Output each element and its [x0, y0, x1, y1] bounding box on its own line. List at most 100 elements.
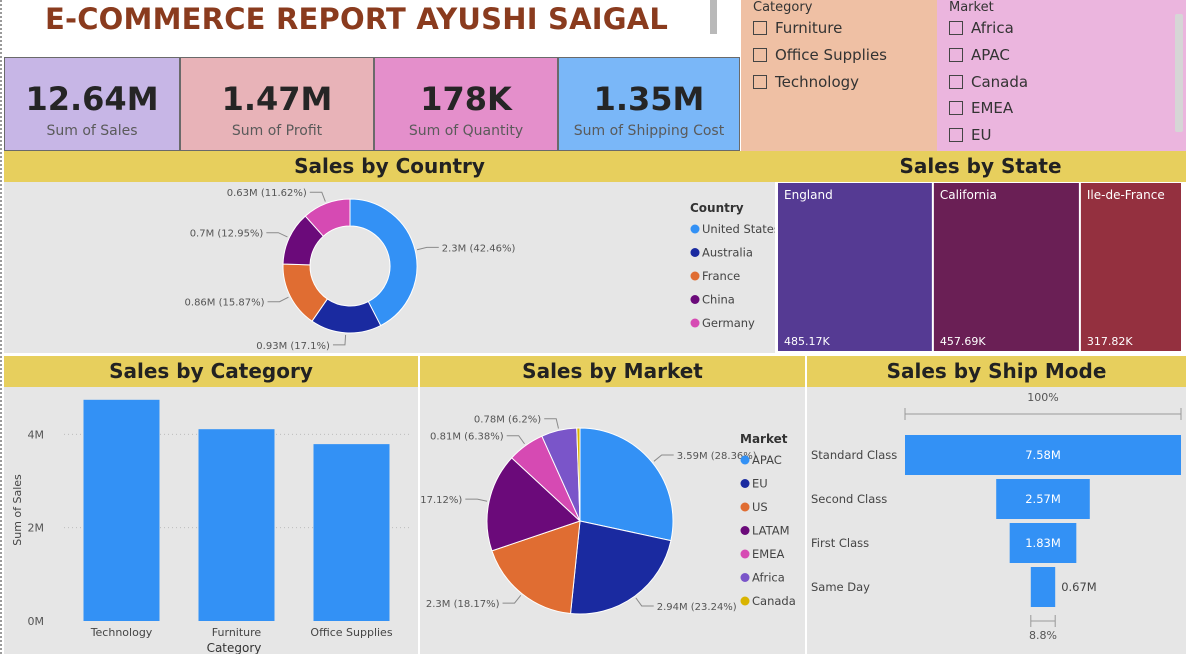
kpi-card-quantity: 178K Sum of Quantity: [374, 57, 558, 151]
panel-title: Sales by Category: [4, 356, 418, 387]
category-slicer: Category Furniture Office Supplies Techn…: [741, 0, 937, 151]
slice-united-states[interactable]: [349, 198, 418, 327]
checkbox[interactable]: [949, 101, 963, 115]
data-label: 0.78M (6.2%): [474, 415, 541, 426]
funnel-value-label: 7.58M: [1025, 448, 1061, 462]
category-option-furniture[interactable]: Furniture: [753, 18, 842, 38]
legend-item[interactable]: Germany: [702, 316, 755, 330]
legend-item[interactable]: China: [702, 293, 735, 307]
data-label: 0.81M (6.38%): [430, 432, 504, 443]
option-label: EMEA: [971, 99, 1014, 117]
checkbox[interactable]: [753, 48, 767, 62]
slice-canada[interactable]: [576, 427, 581, 522]
legend-swatch: [690, 224, 700, 234]
funnel-category-label: Standard Class: [811, 448, 897, 462]
slice-latam[interactable]: [486, 457, 581, 552]
kpi-card-shipping-cost: 1.35M Sum of Shipping Cost: [558, 57, 740, 151]
sales-by-country-panel: Sales by Country 2.3M (42.46%) 0.93M (17.…: [4, 151, 775, 353]
legend-item[interactable]: EMEA: [752, 547, 784, 561]
checkbox[interactable]: [949, 128, 963, 142]
bar-furniture[interactable]: [198, 429, 275, 621]
legend-swatch: [740, 549, 750, 559]
market-slicer-scrollbar[interactable]: [1175, 14, 1183, 132]
tile-value: 317.82K: [1087, 335, 1133, 348]
kpi-label: Sum of Shipping Cost: [573, 123, 725, 139]
checkbox[interactable]: [949, 48, 963, 62]
legend-item[interactable]: LATAM: [752, 524, 790, 538]
slice-germany[interactable]: [304, 198, 351, 237]
checkbox[interactable]: [949, 21, 963, 35]
data-label: 2.3M (42.46%): [442, 243, 516, 254]
category-option-office-supplies[interactable]: Office Supplies: [753, 45, 887, 65]
legend-title: Market: [740, 432, 788, 446]
leader-line: [332, 334, 347, 346]
panel-title: Sales by Country: [4, 151, 775, 182]
funnel-bar-same-day[interactable]: [1030, 567, 1056, 607]
legend-item[interactable]: EU: [752, 477, 768, 491]
market-option-emea[interactable]: EMEA: [949, 98, 1013, 118]
legend-item[interactable]: Canada: [752, 594, 796, 608]
option-label: EU: [971, 126, 992, 144]
funnel-bar-first-class[interactable]: [1009, 523, 1077, 563]
kpi-value: 12.64M: [25, 80, 159, 118]
x-tick-label: Furniture: [212, 626, 262, 639]
bar-technology[interactable]: [83, 399, 160, 621]
legend-swatch: [740, 596, 750, 606]
legend-item[interactable]: APAC: [752, 453, 782, 467]
market-option-apac[interactable]: APAC: [949, 45, 1010, 65]
tile-label: California: [940, 188, 997, 202]
legend-swatch: [740, 479, 750, 488]
treemap-tile-california[interactable]: [933, 183, 1079, 351]
y-tick-label: 0M: [28, 615, 45, 628]
funnel-value-label: 0.67M: [1061, 580, 1097, 594]
legend-item[interactable]: United States: [702, 222, 775, 236]
data-label: 2.3M (18.17%): [426, 599, 500, 610]
leader-line: [267, 296, 289, 303]
data-label: 3.59M (28.36%): [677, 451, 757, 462]
checkbox[interactable]: [753, 75, 767, 89]
bar-office-supplies[interactable]: [313, 444, 390, 621]
slice-eu[interactable]: [569, 520, 672, 615]
category-slicer-title: Category: [753, 0, 813, 15]
checkbox[interactable]: [753, 21, 767, 35]
legend-item[interactable]: US: [752, 500, 768, 514]
checkbox[interactable]: [949, 75, 963, 89]
option-label: APAC: [971, 46, 1010, 64]
category-option-technology[interactable]: Technology: [753, 72, 859, 92]
sales-by-category-panel: Sales by Category 0M 2M 4M Sum of Sales Tech…: [4, 356, 418, 654]
title-scrollbar[interactable]: [710, 0, 717, 34]
slice-us[interactable]: [491, 520, 581, 615]
legend-item[interactable]: Africa: [752, 571, 785, 585]
market-option-canada[interactable]: Canada: [949, 72, 1028, 92]
slice-apac[interactable]: [579, 427, 674, 542]
market-option-eu[interactable]: EU: [949, 125, 991, 145]
option-label: Africa: [971, 19, 1014, 37]
tile-label: Ile-de-France: [1087, 188, 1165, 202]
funnel-bar-second-class[interactable]: [996, 479, 1090, 519]
data-label: 0.93M (17.1%): [256, 341, 330, 352]
kpi-value: 1.47M: [221, 80, 333, 118]
country-donut-chart: 2.3M (42.46%) 0.93M (17.1%) 0.86M (15.87%)…: [185, 188, 775, 352]
option-label: Furniture: [775, 19, 843, 37]
treemap-tile-ile-de-france[interactable]: [1080, 183, 1181, 351]
panel-title: Sales by Market: [420, 356, 805, 387]
data-label: 0.7M (12.95%): [190, 229, 264, 240]
y-tick-label: 2M: [28, 522, 45, 535]
option-label: Technology: [775, 73, 860, 91]
legend-swatch: [690, 248, 700, 257]
legend-swatch: [740, 573, 750, 582]
legend-item[interactable]: France: [702, 269, 740, 283]
leader-line: [502, 594, 522, 604]
legend-item[interactable]: Australia: [702, 246, 753, 260]
leader-line: [653, 454, 674, 462]
treemap-tile-england[interactable]: [778, 183, 932, 351]
option-label: Office Supplies: [775, 46, 888, 64]
funnel-value-label: 2.57M: [1025, 492, 1061, 506]
leader-line: [266, 232, 288, 238]
sales-by-state-panel: Sales by State England 485.17K California 4…: [775, 151, 1186, 353]
leader-line: [465, 498, 488, 502]
funnel-top-percent: 100%: [1027, 391, 1058, 404]
market-slicer: Market Africa APAC Canada EMEA EU: [937, 0, 1186, 151]
funnel-bar-standard-class[interactable]: [905, 435, 1181, 475]
market-option-africa[interactable]: Africa: [949, 18, 1014, 38]
